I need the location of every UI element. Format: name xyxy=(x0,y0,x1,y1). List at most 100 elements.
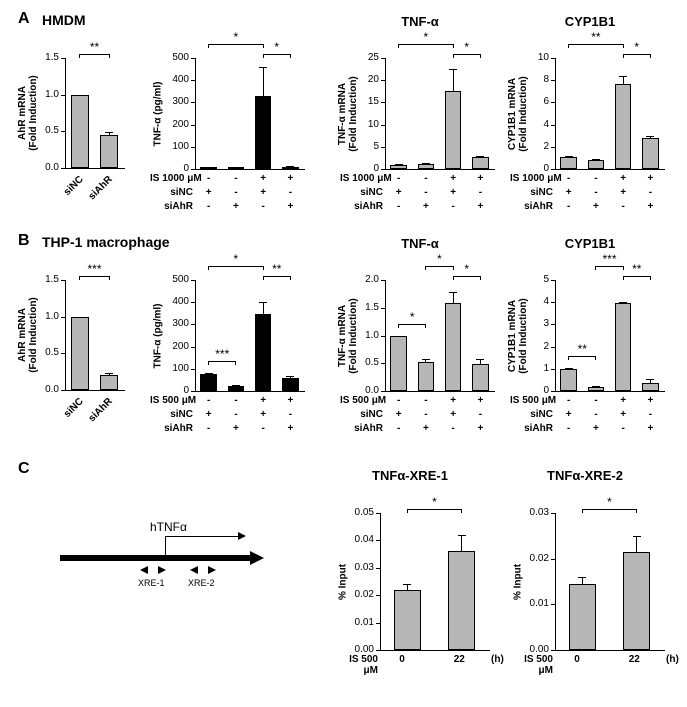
condition-cell: + xyxy=(284,395,296,406)
condition-cell: + xyxy=(590,423,602,434)
sig-tick xyxy=(109,54,110,58)
sig-tick xyxy=(208,44,209,48)
condition-cell: - xyxy=(590,409,602,420)
bar xyxy=(255,96,271,169)
sig-tick xyxy=(263,54,264,58)
condition-cell: - xyxy=(474,409,486,420)
tss-arrowhead xyxy=(238,532,246,540)
condition-label: IS 1000 μM xyxy=(510,173,555,184)
condition-cell: - xyxy=(420,187,432,198)
errorbar-cap xyxy=(578,577,586,578)
sig-text: ** xyxy=(567,342,597,356)
sig-tick xyxy=(568,356,569,360)
y-tick xyxy=(381,308,385,309)
sig-text: * xyxy=(397,310,427,324)
chart-C2: 0.000.010.020.03% Input*022IS 500 μM(h) xyxy=(510,495,670,670)
condition-cell: - xyxy=(393,395,405,406)
y-axis-label: TNF-α (pg/ml) xyxy=(153,81,164,146)
errorbar-cap xyxy=(286,376,294,377)
sig-tick xyxy=(208,361,209,365)
condition-cell: - xyxy=(617,423,629,434)
sig-line xyxy=(569,356,596,357)
sig-text: * xyxy=(221,30,251,44)
condition-cell: + xyxy=(230,201,242,212)
condition-label: IS 1000 μM xyxy=(340,173,385,184)
condition-cell: + xyxy=(447,395,459,406)
errorbar-cap xyxy=(476,359,484,360)
condition-label: siAhR xyxy=(510,423,555,434)
condition-row: siNC+-+- xyxy=(510,185,670,199)
condition-cell: - xyxy=(284,187,296,198)
y-tick xyxy=(551,58,555,59)
chart-C2-title: TNFα-XRE-2 xyxy=(510,468,660,483)
condition-row: siAhR-+-+ xyxy=(150,199,310,213)
y-tick xyxy=(551,391,555,392)
condition-label: siNC xyxy=(510,187,555,198)
y-tick xyxy=(551,347,555,348)
chart-A4: 0246810CYP1B1 mRNA(Fold Induction)***IS … xyxy=(510,40,670,215)
y-tick xyxy=(376,595,380,596)
condition-row: IS 500 μM--++ xyxy=(150,393,310,407)
condition-row: siAhR-+-+ xyxy=(340,421,500,435)
sig-tick xyxy=(595,356,596,360)
errorbar-cap xyxy=(286,166,294,167)
sig-tick xyxy=(650,276,651,280)
errorbar-cap xyxy=(395,164,403,165)
y-tick-label: 1.5 xyxy=(20,52,59,63)
condition-cell: - xyxy=(474,187,486,198)
condition-cell: + xyxy=(447,187,459,198)
y-tick-label: 2.0 xyxy=(340,274,379,285)
bar xyxy=(560,369,576,391)
errorbar-cap xyxy=(565,156,573,157)
y-tick xyxy=(551,147,555,148)
condition-cell: + xyxy=(420,201,432,212)
panel-A-letter: A xyxy=(18,10,30,28)
tss-vertical xyxy=(165,536,166,555)
y-axis-label: CYP1B1 mRNA(Fold Induction) xyxy=(507,76,529,152)
sig-tick xyxy=(109,276,110,280)
bar xyxy=(71,95,89,168)
bar xyxy=(390,165,406,169)
sig-text: * xyxy=(411,30,441,44)
y-tick-label: 0.02 xyxy=(510,553,549,564)
condition-cell: + xyxy=(617,395,629,406)
bar xyxy=(418,164,434,169)
condition-cell: - xyxy=(590,395,602,406)
condition-cell: + xyxy=(420,423,432,434)
sig-tick xyxy=(290,54,291,58)
y-tick-label: 0.03 xyxy=(510,507,549,518)
sig-line xyxy=(623,276,650,277)
condition-cell: - xyxy=(563,173,575,184)
y-axis-label: TNF-α (pg/ml) xyxy=(153,303,164,368)
sig-text: * xyxy=(262,40,292,54)
errorbar-cap xyxy=(205,167,213,168)
chart-B4-title: CYP1B1 xyxy=(530,236,650,251)
sig-tick xyxy=(480,276,481,280)
condition-cell: - xyxy=(590,187,602,198)
y-axis-label: % Input xyxy=(338,563,349,599)
condition-label: siNC xyxy=(340,187,385,198)
bar xyxy=(445,303,461,391)
condition-label: IS 500 μM xyxy=(510,395,555,406)
errorbar-cap xyxy=(449,292,457,293)
y-tick xyxy=(551,102,555,103)
x-tick-label: 22 xyxy=(629,654,640,665)
x-tick-label: 22 xyxy=(454,654,465,665)
bar xyxy=(642,383,658,391)
sig-text: ** xyxy=(581,30,611,44)
y-tick-label: 0.01 xyxy=(335,617,374,628)
bar xyxy=(569,584,596,650)
y-tick xyxy=(61,317,65,318)
condition-cell: + xyxy=(474,395,486,406)
y-axis-label: TNF-α mRNA(Fold Induction) xyxy=(337,76,359,152)
y-tick xyxy=(381,58,385,59)
bar xyxy=(445,91,461,169)
condition-cell: + xyxy=(257,395,269,406)
sig-text: ** xyxy=(262,262,292,276)
sig-text: *** xyxy=(207,347,237,361)
condition-cell: - xyxy=(563,395,575,406)
bar xyxy=(418,362,434,391)
condition-row: siAhR-+-+ xyxy=(150,421,310,435)
errorbar xyxy=(263,302,264,314)
condition-row: siNC+-+- xyxy=(150,407,310,421)
